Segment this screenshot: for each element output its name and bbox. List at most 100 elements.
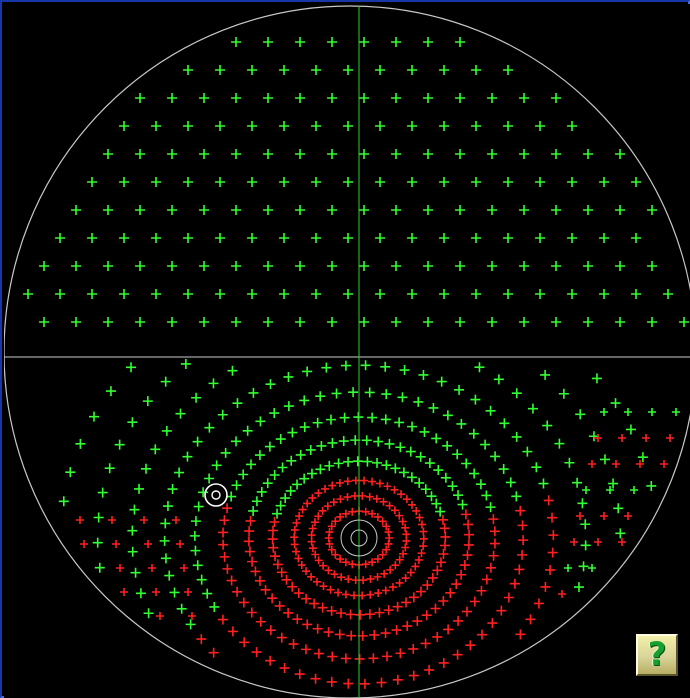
- orientation-cross: [330, 570, 339, 579]
- orientation-cross: [247, 65, 257, 75]
- orientation-cross: [599, 233, 609, 243]
- orientation-cross: [489, 526, 500, 537]
- help-button[interactable]: ?: [636, 634, 678, 676]
- orientation-cross: [423, 93, 433, 103]
- orientation-cross: [314, 512, 323, 521]
- orientation-cross: [417, 520, 426, 529]
- orientation-cross: [679, 317, 689, 327]
- orientation-cross: [248, 387, 259, 398]
- question-mark-icon: ?: [647, 635, 667, 673]
- orientation-cross: [375, 479, 384, 488]
- orientation-cross: [299, 473, 310, 484]
- orientation-cross: [471, 233, 481, 243]
- orientation-cross: [311, 121, 321, 131]
- orientation-cross: [104, 463, 115, 474]
- orientation-cross: [150, 444, 161, 455]
- orientation-cross: [361, 560, 370, 569]
- orientation-cross: [108, 516, 116, 524]
- orientation-cross: [610, 398, 621, 409]
- orientation-cross: [519, 205, 529, 215]
- orientation-cross: [328, 481, 337, 490]
- orientation-cross: [316, 440, 327, 451]
- orientation-cross: [573, 582, 584, 593]
- orientation-cross: [390, 485, 399, 494]
- orientation-cross: [551, 93, 561, 103]
- stereographic-projection[interactable]: [4, 4, 690, 698]
- orientation-cross: [381, 389, 392, 400]
- orientation-cross: [265, 655, 276, 666]
- orientation-cross: [535, 233, 545, 243]
- orientation-cross: [394, 417, 405, 428]
- orientation-cross: [327, 545, 336, 554]
- orientation-cross: [218, 539, 229, 550]
- orientation-cross: [119, 177, 129, 187]
- orientation-cross: [314, 489, 323, 498]
- orientation-cross: [308, 544, 317, 553]
- orientation-cross: [58, 496, 69, 507]
- orientation-cross: [637, 452, 648, 463]
- orientation-cross: [392, 601, 403, 612]
- orientation-cross: [189, 530, 200, 541]
- orientation-cross: [338, 436, 349, 447]
- orientation-cross: [279, 65, 289, 75]
- orientation-cross: [340, 360, 351, 371]
- orientation-cross: [440, 531, 451, 542]
- orientation-cross: [519, 149, 529, 159]
- orientation-cross: [247, 289, 257, 299]
- orientation-cross: [485, 562, 496, 573]
- orientation-cross: [459, 560, 470, 571]
- orientation-cross: [71, 205, 81, 215]
- orientation-cross: [567, 177, 577, 187]
- orientation-cross: [419, 527, 428, 536]
- orientation-cross: [208, 647, 219, 658]
- orientation-cross: [199, 93, 209, 103]
- orientation-cross: [383, 605, 394, 616]
- orientation-cross: [190, 516, 201, 527]
- orientation-cross: [169, 587, 180, 598]
- orientation-cross: [311, 289, 321, 299]
- orientation-cross: [307, 531, 316, 540]
- orientation-cross: [183, 177, 193, 187]
- orientation-cross: [87, 233, 97, 243]
- orientation-cross: [455, 317, 465, 327]
- orientation-cross: [384, 539, 393, 548]
- orientation-cross: [424, 664, 435, 675]
- orientation-cross: [156, 612, 164, 620]
- orientation-cross: [276, 567, 287, 578]
- orientation-cross: [591, 373, 602, 384]
- orientation-cross: [419, 426, 430, 437]
- orientation-cross: [160, 518, 171, 529]
- orientation-cross: [329, 498, 338, 507]
- orientation-cross: [292, 518, 301, 527]
- orientation-cross: [489, 538, 500, 549]
- orientation-cross: [324, 460, 335, 471]
- orientation-cross: [231, 317, 241, 327]
- stereographic-plot-area[interactable]: ?: [4, 4, 690, 698]
- orientation-cross: [407, 500, 416, 509]
- orientation-cross: [515, 629, 526, 640]
- orientation-cross: [503, 592, 514, 603]
- orientation-cross: [161, 425, 172, 436]
- orientation-cross: [199, 261, 209, 271]
- selected-point-marker[interactable]: [204, 483, 228, 507]
- target-circle-icon[interactable]: [204, 483, 228, 507]
- orientation-cross: [238, 597, 249, 608]
- orientation-cross: [299, 395, 310, 406]
- orientation-cross: [485, 502, 496, 513]
- orientation-cross: [511, 388, 522, 399]
- orientation-cross: [439, 121, 449, 131]
- orientation-cross: [290, 525, 299, 534]
- orientation-cross: [232, 398, 243, 409]
- orientation-cross: [192, 436, 203, 447]
- orientation-cross: [630, 486, 638, 494]
- orientation-cross: [395, 648, 406, 659]
- orientation-cross: [368, 509, 377, 518]
- orientation-cross: [283, 371, 294, 382]
- orientation-cross: [130, 567, 141, 578]
- orientation-cross: [408, 592, 419, 603]
- orientation-cross: [490, 451, 501, 462]
- orientation-cross: [323, 502, 332, 511]
- orientation-cross: [127, 417, 138, 428]
- orientation-cross: [251, 647, 262, 658]
- orientation-cross: [202, 588, 213, 599]
